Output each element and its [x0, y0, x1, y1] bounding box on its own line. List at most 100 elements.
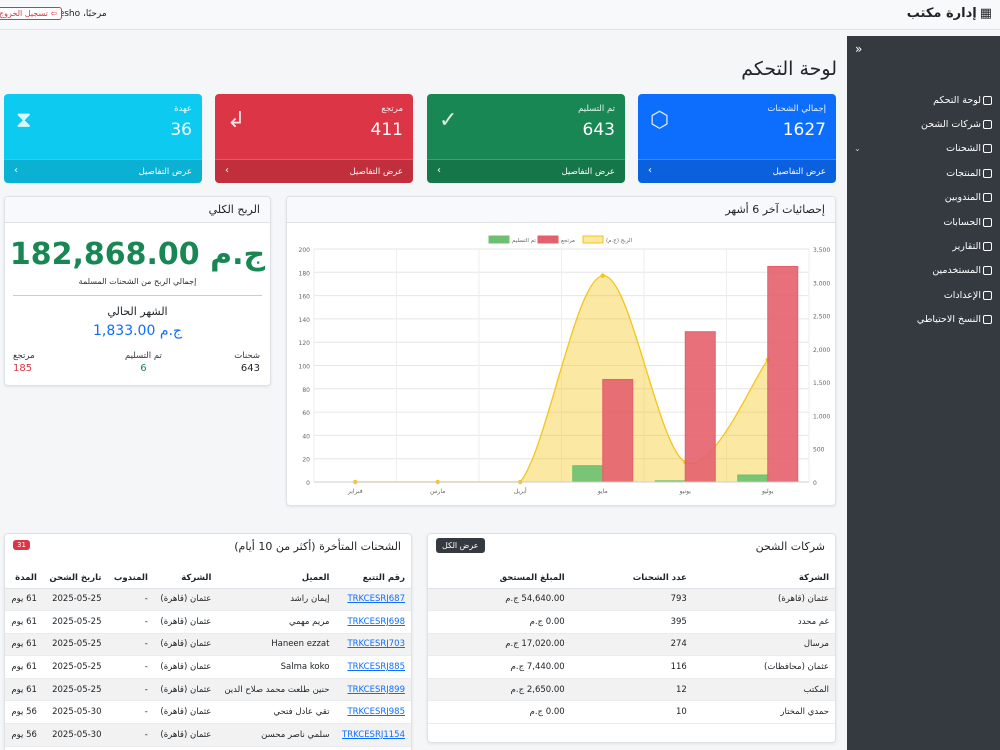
card-value: 411 [370, 120, 403, 140]
legend-label: مرتجع [561, 238, 575, 244]
table-cell: TRKCESRJ899 [335, 678, 411, 702]
tracking-link[interactable]: TRKCESRJ899 [347, 684, 405, 695]
logout-icon: ⇦ [50, 9, 58, 18]
column-header: رقم التتبع [335, 568, 411, 589]
hourglass-icon: ⧗ [16, 108, 32, 133]
y-left-tick: 60 [302, 410, 310, 417]
table-cell: تقي عادل فتحي [217, 700, 336, 725]
table-cell: حمدي المختار [692, 700, 835, 725]
tracking-link[interactable]: TRKCESRJ703 [347, 639, 405, 650]
column-header: المبلغ المستحق [428, 568, 571, 589]
table-cell: عثمان (قاهرة) [153, 655, 218, 679]
sidebar-item-6[interactable]: التقارير [852, 234, 992, 258]
dashboard-icon [983, 95, 992, 105]
table-row: المكتب 12 2,650.00 ج.م [428, 678, 835, 702]
table-cell: 61 يوم [5, 678, 43, 702]
table-cell: - [107, 610, 154, 634]
table-cell: TRKCESRJ985 [335, 700, 411, 725]
card-details-link[interactable]: عرض التفاصيل ‹ [638, 159, 836, 183]
table-cell: عثمان (محافظات) [692, 655, 835, 679]
bar [767, 265, 799, 483]
y-right-tick: 2,000 [813, 347, 830, 354]
total-profit-value: 182,868.00 ج.م [9, 237, 266, 272]
table-cell: عثمان (قاهرة) [153, 723, 218, 747]
sidebar-item-1[interactable]: شركات الشحن [852, 112, 992, 136]
card-details-link[interactable]: عرض التفاصيل ‹ [427, 159, 625, 183]
table-cell: 274 [570, 633, 693, 657]
card-details-link[interactable]: عرض التفاصيل ‹ [4, 159, 202, 183]
shipping-companies-panel: شركات الشحن عرض الكل الشركة عدد الشحنات ال… [427, 533, 836, 743]
sidebar-item-label: الشحنات [946, 143, 981, 155]
card-footer-label: عرض التفاصيل [138, 167, 192, 177]
bag-icon [983, 168, 992, 178]
sidebar-item-label: الإعدادات [943, 289, 981, 301]
table-cell: عثمان (قاهرة) [153, 588, 218, 612]
sidebar-item-label: الحسابات [943, 216, 981, 228]
table-cell: 2,650.00 ج.م [428, 678, 571, 702]
card-details-link[interactable]: عرض التفاصيل ‹ [215, 159, 413, 183]
table-cell: 54,640.00 ج.م [428, 588, 571, 612]
table-cell: - [107, 633, 154, 657]
table-cell: 17,020.00 ج.م [428, 633, 571, 657]
profit-stat-2: مرتجع 185 [13, 351, 35, 374]
y-left-tick: 0 [306, 480, 310, 487]
card-label: تم التسليم [578, 104, 615, 114]
table-cell: Salma koko [217, 655, 336, 679]
stat-label: مرتجع [13, 351, 35, 361]
table-cell: عثمان (قاهرة) [692, 588, 835, 612]
tracking-link[interactable]: TRKCESRJ687 [347, 594, 405, 605]
x-tick: مايو [597, 488, 608, 495]
stats-chart: 0 20 40 60 80 100 120 140 160 180 200 0 500 1,000 1,50… [299, 235, 830, 495]
table-row: عثمان (قاهرة) 793 54,640.00 ج.م [428, 588, 835, 612]
card-footer-label: عرض التفاصيل [561, 167, 615, 177]
current-month-label: الشهر الحالي [107, 305, 168, 318]
card-value: 643 [582, 120, 615, 140]
x-tick: يوليو [761, 488, 774, 495]
table-cell: عثمان (قاهرة) [153, 678, 218, 702]
sidebar-item-3[interactable]: المنتجات [852, 161, 992, 185]
legend-swatch [488, 235, 510, 244]
sidebar-item-4[interactable]: المندوبين [852, 186, 992, 210]
summary-card-1: تم التسليم 643 ✓ عرض التفاصيل ‹ [427, 94, 625, 183]
bar [602, 378, 634, 483]
column-header: عدد الشحنات [570, 568, 693, 589]
panel-header: شركات الشحن عرض الكل [428, 534, 835, 560]
table-cell: 2025-05-30 [42, 723, 108, 747]
x-tick: فبراير [347, 488, 363, 495]
column-header: الشركة [153, 568, 218, 589]
table-cell: - [107, 655, 154, 679]
sidebar-item-9[interactable]: النسخ الاحتياطي [852, 308, 992, 332]
table-cell: عثمان (قاهرة) [153, 610, 218, 634]
y-right-tick: 0 [813, 480, 817, 487]
y-left-tick: 120 [299, 340, 311, 347]
view-all-companies-button[interactable]: عرض الكل [436, 538, 485, 553]
sidebar-item-0[interactable]: لوحة التحكم [852, 88, 992, 112]
table-cell: - [107, 723, 154, 747]
y-left-tick: 20 [302, 457, 310, 464]
logout-button[interactable]: ⇦ تسجيل الخروج [0, 7, 63, 20]
panel-header: الشحنات المتأخرة (أكثر من 10 أيام) 31 [5, 534, 411, 560]
sidebar-item-2[interactable]: ⌄ الشحنات [852, 137, 992, 161]
table-cell: 61 يوم [5, 610, 43, 634]
table-cell: 61 يوم [5, 655, 43, 679]
sidebar-item-7[interactable]: المستخدمين [852, 259, 992, 283]
sidebar-item-label: النسخ الاحتياطي [916, 314, 981, 326]
table-row: TRKCESRJ899 حنين طلعت محمد صلاح الدين عثما… [5, 678, 411, 702]
panel-title: شركات الشحن [755, 540, 825, 553]
sidebar-item-8[interactable]: الإعدادات [852, 283, 992, 307]
table-cell: 2025-05-25 [42, 633, 108, 657]
tracking-link[interactable]: TRKCESRJ885 [347, 662, 405, 673]
tracking-link[interactable]: TRKCESRJ698 [347, 616, 405, 627]
tracking-link[interactable]: TRKCESRJ1154 [342, 729, 405, 740]
table-cell: 10 [570, 700, 693, 725]
user-greeting: مرحبًا، hesho [53, 9, 107, 19]
sidebar-item-5[interactable]: الحسابات [852, 210, 992, 234]
table-cell: 2025-05-25 [42, 588, 108, 612]
sidebar-item-label: المستخدمين [932, 265, 981, 277]
collapse-sidebar-icon[interactable]: » [855, 42, 863, 56]
brand[interactable]: ▦ إدارة مكتب [907, 6, 992, 21]
tracking-link[interactable]: TRKCESRJ985 [347, 707, 405, 718]
legend-swatch [537, 235, 559, 244]
table-cell: المكتب [692, 678, 835, 702]
y-right-tick: 1,000 [813, 413, 830, 420]
